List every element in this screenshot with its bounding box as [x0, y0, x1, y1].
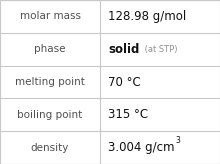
Text: 70 °C: 70 °C — [108, 75, 141, 89]
Text: 128.98 g/mol: 128.98 g/mol — [108, 10, 186, 23]
Text: boiling point: boiling point — [17, 110, 83, 120]
Text: solid: solid — [108, 43, 139, 56]
Text: (at STP): (at STP) — [143, 45, 178, 54]
Text: 3: 3 — [176, 136, 180, 145]
Text: density: density — [31, 143, 69, 153]
Text: phase: phase — [34, 44, 66, 54]
Text: 315 °C: 315 °C — [108, 108, 148, 121]
Text: 3.004 g/cm: 3.004 g/cm — [108, 141, 175, 154]
Text: molar mass: molar mass — [20, 11, 81, 21]
Text: melting point: melting point — [15, 77, 85, 87]
